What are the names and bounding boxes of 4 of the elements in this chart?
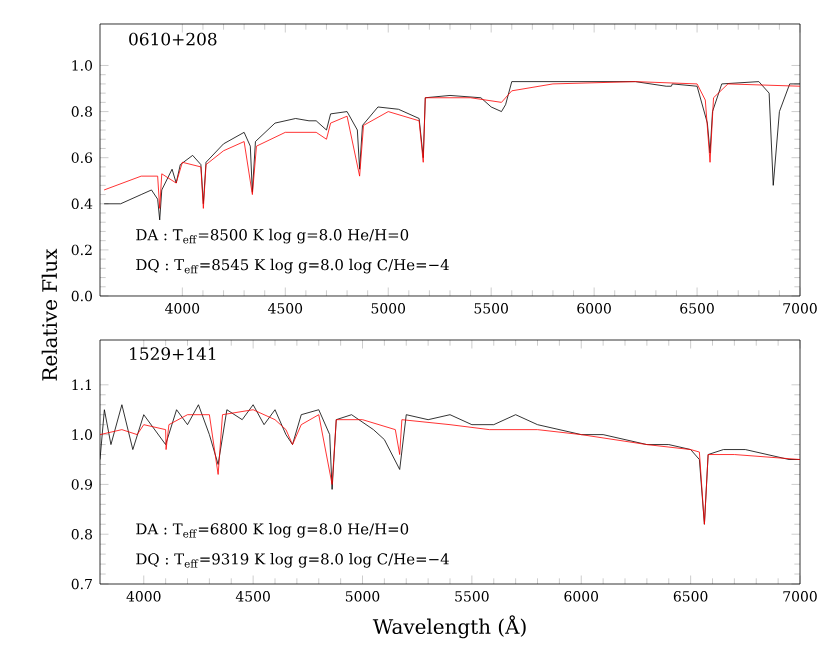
y-axis-title: Relative Flux [41,248,58,381]
chart-title: 0610+208 [129,32,217,46]
chart-title: 1529+141 [130,347,216,361]
x-axis-title: Wavelength (Å) [372,615,526,639]
